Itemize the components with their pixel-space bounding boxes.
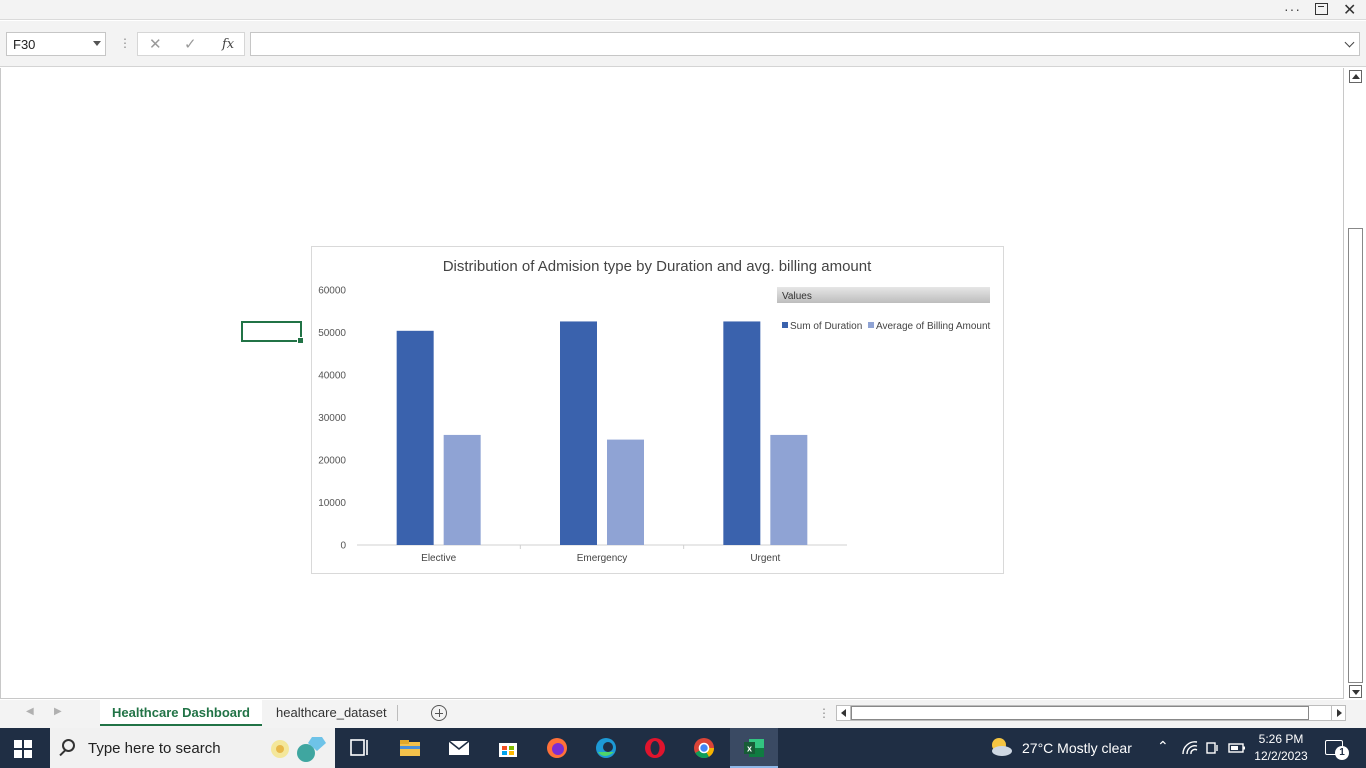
- bar-avg-billing-amount: [443, 434, 481, 545]
- tab-healthcare-dataset[interactable]: healthcare_dataset: [276, 705, 387, 720]
- name-box-value: F30: [13, 37, 36, 52]
- chrome-icon[interactable]: [692, 736, 716, 760]
- clock[interactable]: 5:26 PM 12/2/2023: [1246, 731, 1316, 765]
- cancel-icon[interactable]: ✕: [149, 36, 162, 53]
- svg-text:x: x: [747, 744, 752, 754]
- enter-icon[interactable]: ✓: [184, 36, 197, 53]
- wifi-icon[interactable]: [1182, 741, 1198, 755]
- search-icon: [62, 739, 75, 752]
- chevron-up-icon[interactable]: ⌃: [1157, 738, 1169, 754]
- y-tick-label: 50000: [318, 328, 346, 339]
- more-options-icon[interactable]: ···: [1284, 1, 1301, 17]
- tab-divider: [397, 705, 398, 721]
- x-tick-label: Elective: [421, 553, 456, 564]
- name-box[interactable]: F30: [6, 32, 106, 56]
- search-highlight-icon: [271, 737, 326, 762]
- y-tick-label: 0: [340, 541, 346, 552]
- mail-icon[interactable]: [447, 736, 471, 760]
- tab-healthcare-dashboard[interactable]: Healthcare Dashboard: [100, 700, 262, 726]
- vertical-scrollbar[interactable]: [1345, 68, 1366, 700]
- clock-date: 12/2/2023: [1254, 749, 1308, 763]
- formula-bar-splitter[interactable]: ⋮: [119, 36, 131, 50]
- chart-canvas: Distribution of Admision type by Duratio…: [318, 258, 991, 564]
- insert-function-icon[interactable]: fx: [222, 37, 235, 52]
- horizontal-scrollbar[interactable]: [836, 705, 1346, 721]
- tab-scroll-left-icon[interactable]: ◀: [26, 706, 34, 717]
- legend-entry: Sum of Duration: [790, 321, 862, 332]
- bar-sum-of-duration: [396, 330, 434, 545]
- y-tick-label: 20000: [318, 456, 346, 467]
- windows-start-icon[interactable]: [14, 740, 32, 758]
- selected-cell[interactable]: [241, 321, 304, 344]
- horizontal-scroll-thumb[interactable]: [851, 706, 1309, 720]
- scroll-up-icon[interactable]: [1349, 70, 1362, 83]
- weather-icon[interactable]: [988, 735, 1014, 759]
- bar-avg-billing-amount: [607, 439, 644, 545]
- chart[interactable]: Distribution of Admision type by Duratio…: [311, 246, 1004, 574]
- excel-icon[interactable]: x: [742, 736, 766, 760]
- notification-badge: 1: [1335, 746, 1349, 760]
- x-tick-label: Urgent: [750, 553, 780, 564]
- bar-avg-billing-amount: [770, 434, 808, 545]
- search-placeholder: Type here to search: [88, 740, 221, 757]
- file-explorer-icon[interactable]: [398, 736, 422, 760]
- y-tick-label: 60000: [318, 286, 346, 297]
- volume-icon[interactable]: [1206, 740, 1220, 756]
- legend-header-bg: [777, 287, 990, 303]
- tab-splitter[interactable]: ⋮: [818, 706, 830, 720]
- y-tick-label: 40000: [318, 371, 346, 382]
- tab-scroll-right-icon[interactable]: ▶: [54, 706, 62, 717]
- scroll-left-icon[interactable]: [837, 706, 851, 720]
- sheet-tab-bar: ◀ ▶ Healthcare Dashboard healthcare_data…: [0, 700, 1366, 728]
- title-bar: ··· ✕: [0, 0, 1366, 20]
- formula-bar: F30 ⋮ ✕ ✓ fx: [0, 21, 1366, 67]
- expand-formula-bar-icon[interactable]: [1344, 37, 1355, 48]
- firefox-icon[interactable]: [545, 736, 569, 760]
- weather-text[interactable]: 27°C Mostly clear: [1022, 740, 1132, 756]
- opera-icon[interactable]: [643, 736, 667, 760]
- chevron-down-icon[interactable]: [93, 41, 101, 46]
- taskbar-search[interactable]: Type here to search: [50, 728, 335, 768]
- excel-active-indicator: [730, 766, 778, 768]
- edge-icon[interactable]: [594, 736, 618, 760]
- bar-sum-of-duration: [560, 321, 597, 545]
- battery-icon[interactable]: [1228, 742, 1246, 754]
- legend-entry: Average of Billing Amount: [876, 321, 991, 332]
- restore-window-icon[interactable]: [1315, 3, 1328, 15]
- formula-input[interactable]: [250, 32, 1360, 56]
- microsoft-store-icon[interactable]: [496, 736, 520, 760]
- chart-title: Distribution of Admision type by Duratio…: [443, 258, 872, 275]
- taskbar: Type here to search: [0, 728, 1366, 768]
- task-view-icon[interactable]: [348, 736, 372, 760]
- y-tick-label: 30000: [318, 413, 346, 424]
- vertical-scroll-thumb[interactable]: [1348, 228, 1363, 683]
- clock-time: 5:26 PM: [1258, 732, 1304, 746]
- scroll-right-icon[interactable]: [1331, 706, 1345, 720]
- formula-buttons: ✕ ✓ fx: [137, 32, 245, 56]
- new-sheet-icon[interactable]: [431, 705, 447, 721]
- legend-swatch: [782, 322, 788, 328]
- bar-sum-of-duration: [723, 321, 761, 545]
- notification-icon[interactable]: 1: [1325, 740, 1349, 760]
- x-tick-label: Emergency: [577, 553, 628, 564]
- y-tick-label: 10000: [318, 498, 346, 509]
- scroll-down-icon[interactable]: [1349, 685, 1362, 698]
- legend-header: Values: [782, 291, 812, 302]
- legend-swatch: [868, 322, 874, 328]
- close-window-icon[interactable]: ✕: [1343, 2, 1357, 19]
